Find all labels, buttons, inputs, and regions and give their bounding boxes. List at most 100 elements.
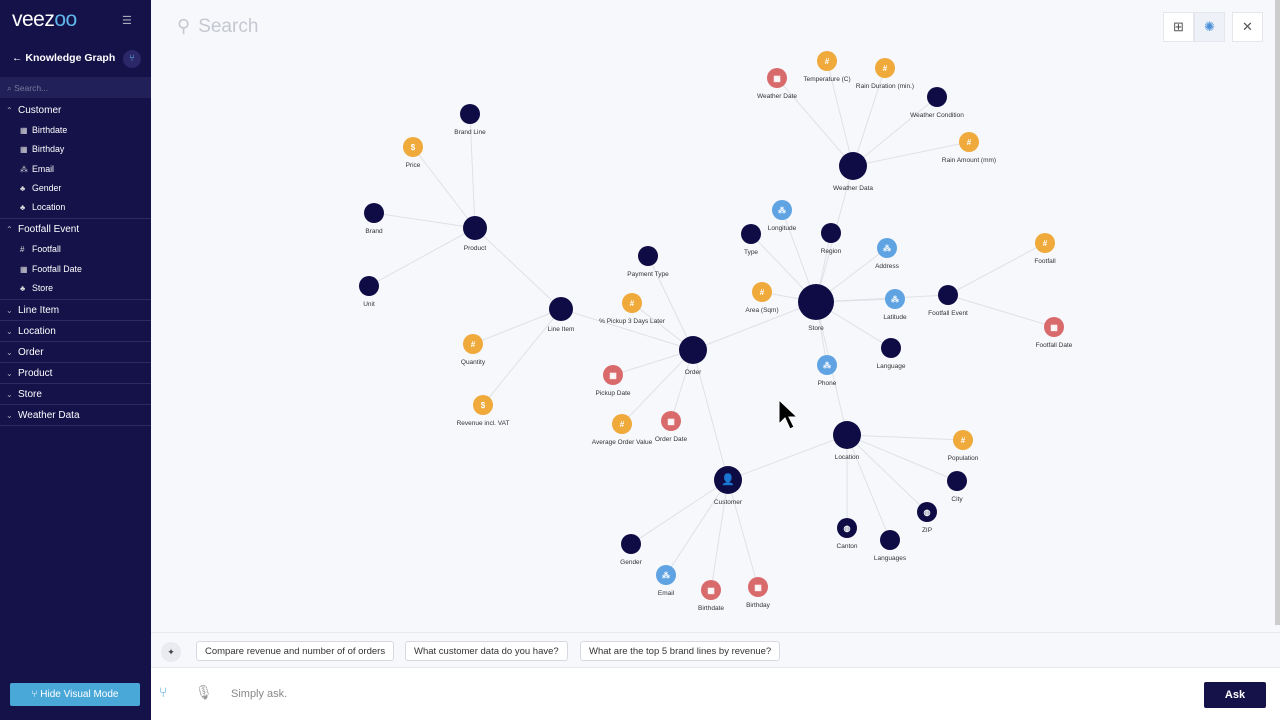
node-circle[interactable] (817, 51, 837, 71)
graph-node-longitude[interactable]: ⁂ Longitude (768, 200, 797, 232)
tree-item[interactable]: ▦ Birthday (0, 140, 151, 159)
tree-item[interactable]: ▦ Birthdate (0, 121, 151, 140)
graph-node-gender[interactable]: Gender (620, 534, 643, 566)
knowledge-graph[interactable]: Product Line Item Order Store Weather Data Lo… (151, 0, 1275, 632)
node-circle[interactable] (959, 132, 979, 152)
tree-item[interactable]: # Footfall (0, 240, 151, 259)
ask-button[interactable]: Ask (1204, 682, 1266, 708)
graph-node-brandline[interactable]: Brand Line (454, 104, 486, 136)
node-circle[interactable] (821, 223, 841, 243)
graph-node-quantity[interactable]: # Quantity (461, 334, 486, 366)
node-circle[interactable] (917, 502, 937, 522)
tree-item[interactable]: ♣ Gender (0, 179, 151, 198)
node-circle[interactable] (752, 282, 772, 302)
node-circle[interactable] (877, 238, 897, 258)
node-circle[interactable] (656, 565, 676, 585)
node-circle[interactable] (359, 276, 379, 296)
graph-node-raindur[interactable]: # Rain Duration (min.) (856, 58, 914, 90)
graph-node-orderdate[interactable]: ▦ Order Date (655, 411, 688, 443)
node-circle[interactable] (679, 336, 707, 364)
tree-group[interactable]: ⌄ Weather Data (0, 405, 151, 427)
tree-item[interactable]: ♣ Store (0, 279, 151, 298)
tree-view-button[interactable]: ⊞ (1163, 12, 1194, 42)
graph-node-ffdate[interactable]: ▦ Footfall Date (1036, 317, 1073, 349)
node-circle[interactable] (927, 87, 947, 107)
tree-group[interactable]: ⌄ Store (0, 384, 151, 406)
microphone-icon[interactable]: 🎙 (195, 684, 213, 700)
tree-group[interactable]: ⌄ Line Item (0, 300, 151, 322)
node-circle[interactable] (947, 471, 967, 491)
node-circle[interactable] (714, 466, 742, 494)
graph-node-area[interactable]: # Area (Sqm) (745, 282, 779, 314)
search-input[interactable]: ⚲ Search (177, 16, 259, 37)
graph-node-canton[interactable]: ◍ Canton (837, 518, 858, 550)
node-circle[interactable] (661, 411, 681, 431)
graph-node-weather[interactable]: Weather Data (833, 152, 873, 192)
node-circle[interactable] (837, 518, 857, 538)
graph-mode-icon[interactable]: ⑂ (159, 684, 168, 700)
node-circle[interactable] (473, 395, 493, 415)
graph-node-location[interactable]: Location (833, 421, 861, 461)
graph-node-footfall[interactable]: # Footfall (1034, 233, 1056, 265)
hide-visual-mode-button[interactable]: ⑂ Hide Visual Mode (10, 683, 140, 706)
graph-node-customer[interactable]: 👤 Customer (714, 466, 743, 506)
graph-node-store[interactable]: Store (798, 284, 834, 332)
graph-node-lineitem[interactable]: Line Item (548, 297, 575, 333)
close-button[interactable]: ✕ (1232, 12, 1263, 42)
node-circle[interactable] (885, 289, 905, 309)
node-circle[interactable] (767, 68, 787, 88)
node-circle[interactable] (748, 577, 768, 597)
node-circle[interactable] (880, 530, 900, 550)
graph-icon[interactable]: ⑂ (123, 50, 141, 68)
tree-item[interactable]: ⁂ Email (0, 160, 151, 179)
node-circle[interactable] (839, 152, 867, 180)
node-circle[interactable] (622, 293, 642, 313)
node-circle[interactable] (638, 246, 658, 266)
graph-node-aov[interactable]: # Average Order Value (592, 414, 653, 446)
graph-node-order[interactable]: Order (679, 336, 707, 376)
node-circle[interactable] (881, 338, 901, 358)
graph-node-footfallevent[interactable]: Footfall Event (928, 285, 968, 317)
graph-node-temp[interactable]: # Temperature (C) (803, 51, 851, 83)
tree-group[interactable]: ⌃ Footfall Event (0, 219, 151, 240)
node-circle[interactable] (549, 297, 573, 321)
tree-group[interactable]: ⌄ Product (0, 363, 151, 385)
suggestion-chip[interactable]: What customer data do you have? (405, 641, 568, 661)
graph-node-language[interactable]: Language (877, 338, 906, 370)
node-circle[interactable] (403, 137, 423, 157)
suggestion-chip[interactable]: What are the top 5 brand lines by revenu… (580, 641, 781, 661)
node-circle[interactable] (460, 104, 480, 124)
tree-item[interactable]: ▦ Footfall Date (0, 260, 151, 279)
node-circle[interactable] (953, 430, 973, 450)
graph-node-unit[interactable]: Unit (359, 276, 379, 308)
graph-node-region[interactable]: Region (821, 223, 842, 255)
node-circle[interactable] (603, 365, 623, 385)
node-circle[interactable] (364, 203, 384, 223)
graph-node-wcond[interactable]: Weather Condition (910, 87, 964, 119)
graph-node-population[interactable]: # Population (948, 430, 979, 462)
graph-node-type[interactable]: Type (741, 224, 761, 256)
graph-node-phone[interactable]: ⁂ Phone (817, 355, 837, 387)
tree-group[interactable]: ⌃ Customer (0, 100, 151, 121)
graph-node-birthdate[interactable]: ▦ Birthdate (698, 580, 724, 612)
graph-node-birthday[interactable]: ▦ Birthday (746, 577, 771, 609)
graph-node-product[interactable]: Product (463, 216, 487, 252)
graph-view-button[interactable]: ✺ (1194, 12, 1225, 42)
node-circle[interactable] (621, 534, 641, 554)
ask-input[interactable]: Simply ask. (231, 688, 288, 700)
tree-group[interactable]: ⌄ Location (0, 321, 151, 343)
node-circle[interactable] (875, 58, 895, 78)
node-circle[interactable] (612, 414, 632, 434)
node-circle[interactable] (817, 355, 837, 375)
node-circle[interactable] (833, 421, 861, 449)
node-circle[interactable] (463, 216, 487, 240)
graph-node-city[interactable]: City (947, 471, 967, 503)
node-circle[interactable] (741, 224, 761, 244)
graph-node-latitude[interactable]: ⁂ Latitude (883, 289, 907, 321)
node-circle[interactable] (772, 200, 792, 220)
node-circle[interactable] (798, 284, 834, 320)
node-circle[interactable] (938, 285, 958, 305)
suggestion-chip[interactable]: Compare revenue and number of of orders (196, 641, 395, 661)
graph-node-pickupdate[interactable]: ▦ Pickup Date (595, 365, 631, 397)
node-circle[interactable] (701, 580, 721, 600)
